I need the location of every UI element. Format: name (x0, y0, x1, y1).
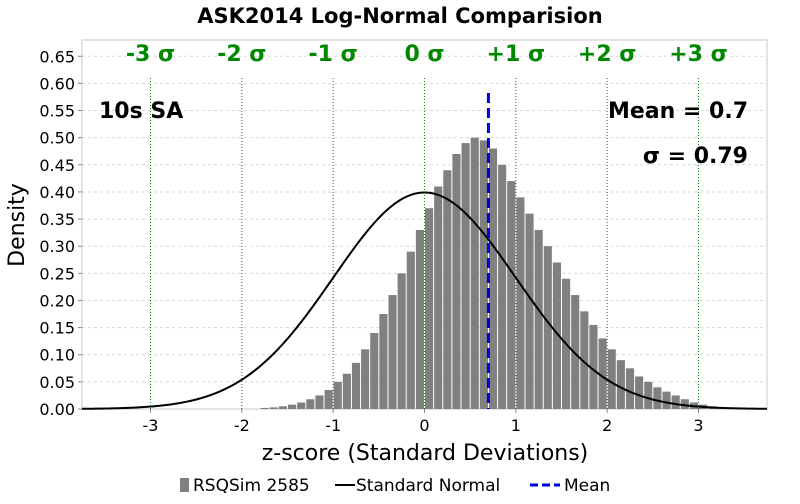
sigma-lines (150, 78, 699, 409)
sigma-label: +1 σ (487, 42, 546, 67)
y-tick-label: 0.10 (39, 346, 75, 365)
histogram-bar (425, 208, 434, 409)
legend-item-histogram: RSQSim 2585 (180, 476, 310, 496)
histogram-bar (388, 295, 397, 409)
histogram-bar (342, 373, 351, 409)
histogram-bar (269, 407, 278, 409)
histogram-bar (461, 143, 470, 409)
histogram-bar (616, 360, 625, 409)
sigma-label: -1 σ (309, 42, 358, 67)
y-tick-label: 0.45 (39, 156, 75, 175)
legend-label-mean: Mean (564, 476, 610, 496)
histogram-bar (288, 404, 297, 409)
y-tick-label: 0.30 (39, 237, 75, 256)
x-tick-label: 0 (419, 416, 429, 435)
y-tick-label: 0.00 (39, 400, 75, 419)
histogram-bar (452, 153, 461, 409)
sigma-labels: -3 σ -2 σ -1 σ 0 σ +1 σ +2 σ +3 σ (126, 42, 728, 67)
legend: RSQSim 2585 Standard Normal Mean (180, 476, 610, 496)
histogram-bar (470, 137, 479, 410)
annotation-sigma: σ = 0.79 (643, 144, 748, 169)
x-tick-label: 2 (602, 416, 612, 435)
y-tick-label: 0.20 (39, 291, 75, 310)
legend-label-histogram: RSQSim 2585 (193, 476, 310, 496)
histogram-bar (552, 262, 561, 409)
normal-curve-line (81, 191, 768, 410)
x-tick-label: -1 (325, 416, 341, 435)
histogram-bar (498, 164, 507, 409)
y-axis: 0.00 0.05 0.10 0.15 0.20 0.25 0.30 0.35 0.40 0.45… (39, 47, 82, 419)
sigma-label: 0 σ (404, 42, 444, 67)
y-tick-label: 0.40 (39, 183, 75, 202)
histogram-bar (415, 229, 424, 409)
histogram-bar (580, 311, 589, 409)
sigma-label: -2 σ (217, 42, 266, 67)
plot-background (81, 39, 768, 410)
x-tick-label: -2 (234, 416, 250, 435)
y-tick-label: 0.25 (39, 264, 75, 283)
histogram-bar (479, 140, 488, 409)
histogram-bar (297, 402, 306, 409)
y-tick-label: 0.65 (39, 47, 75, 66)
histogram-bar (397, 273, 406, 409)
histogram-bar (589, 324, 598, 409)
x-axis: -3 -2 -1 0 1 2 3 (143, 409, 704, 435)
histogram-bar (324, 390, 333, 409)
histogram-bar (625, 368, 635, 409)
histogram-bar (306, 399, 315, 409)
annotation-period: 10s SA (99, 99, 183, 124)
x-tick-label: -3 (143, 416, 159, 435)
y-tick-label: 0.15 (39, 319, 75, 338)
histogram-bar (333, 381, 342, 409)
histogram-bar (315, 395, 324, 409)
x-tick-label: 3 (693, 416, 703, 435)
histogram-bar (260, 407, 269, 409)
histogram-bar (406, 251, 415, 409)
annotation-mean: Mean = 0.7 (608, 99, 748, 124)
histogram-bar (370, 333, 379, 409)
histogram-bar (607, 349, 616, 409)
histogram-bar (525, 213, 534, 409)
y-tick-label: 0.60 (39, 74, 75, 93)
y-tick-label: 0.35 (39, 210, 75, 229)
histogram-bar (351, 362, 361, 409)
histogram-bar (671, 395, 680, 409)
x-tick-label: 1 (511, 416, 521, 435)
histogram-bar (534, 229, 543, 409)
histogram-bar (379, 314, 388, 409)
histogram-bar (434, 186, 443, 409)
plot-area: -3 σ -2 σ -1 σ 0 σ +1 σ +2 σ +3 σ 10s SA Mean … (81, 39, 768, 410)
histogram-bar (635, 376, 644, 409)
chart-title: ASK2014 Log-Normal Comparision (197, 4, 602, 28)
y-axis-label: Density (5, 183, 30, 267)
histogram-bar (662, 391, 671, 409)
legend-item-mean: Mean (530, 476, 610, 496)
y-tick-label: 0.50 (39, 129, 75, 148)
legend-swatch-histogram (180, 478, 189, 492)
histogram-bar (543, 246, 552, 409)
histogram-bar (653, 387, 662, 409)
y-tick-label: 0.55 (39, 102, 75, 121)
sigma-label: +3 σ (669, 42, 728, 67)
histogram-bar (443, 170, 452, 409)
histogram-bar (571, 295, 580, 409)
histogram-bar (598, 338, 607, 409)
sigma-label: +2 σ (578, 42, 637, 67)
sigma-label: -3 σ (126, 42, 175, 67)
x-axis-label: z-score (Standard Deviations) (262, 441, 589, 466)
histogram-bar (516, 197, 525, 409)
legend-label-normal: Standard Normal (356, 476, 500, 496)
histogram-bar (507, 181, 516, 409)
histogram-bar (361, 349, 370, 409)
legend-item-normal: Standard Normal (335, 476, 500, 496)
histogram-bar (488, 148, 498, 409)
histogram-bar (278, 406, 287, 409)
histogram-bar (680, 399, 689, 409)
histogram-bar (644, 381, 653, 409)
y-tick-label: 0.05 (39, 373, 75, 392)
histogram-bars (260, 137, 726, 410)
